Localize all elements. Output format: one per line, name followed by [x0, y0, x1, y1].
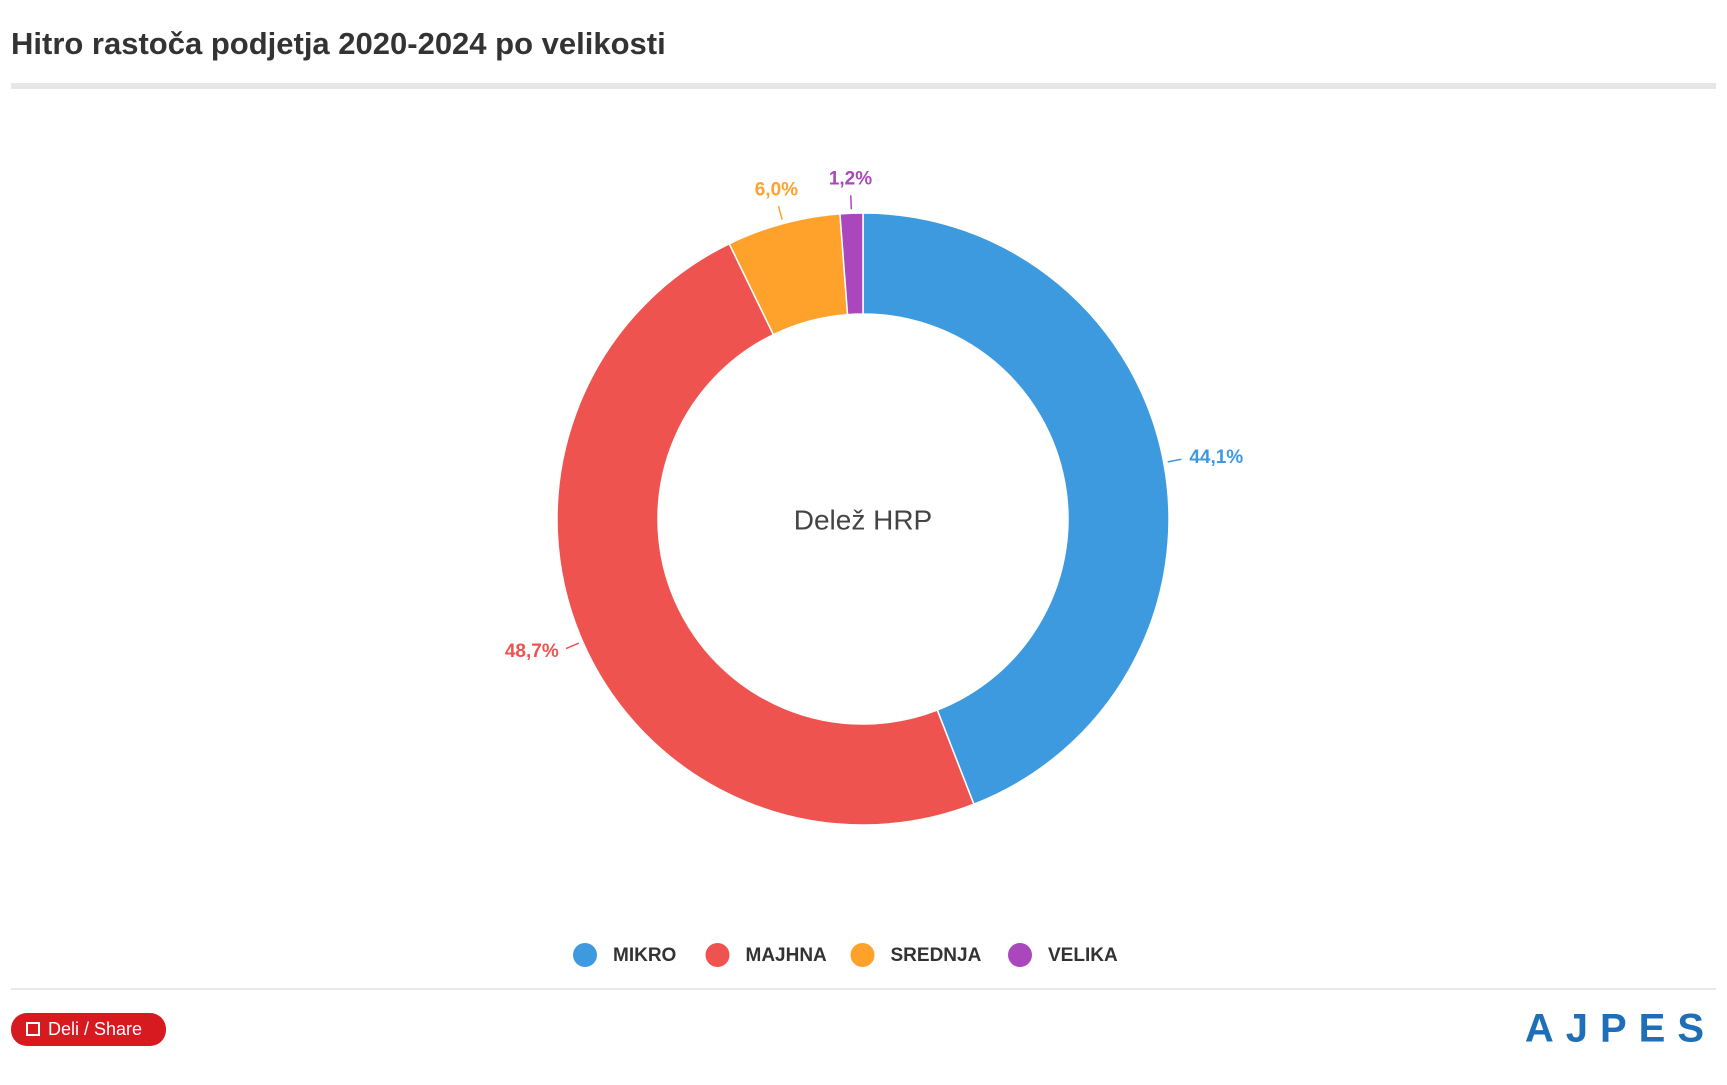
share-button-label[interactable]: Deli / Share: [48, 1019, 142, 1039]
legend: MIKRO MAJHNA SREDNJA VELIKA: [573, 943, 1118, 967]
share-button-bg[interactable]: [11, 1013, 166, 1046]
data-label: 1,2%: [829, 168, 872, 189]
center-label: Delež HRP: [794, 504, 932, 535]
donut-slice: [839, 212, 864, 316]
legend-label[interactable]: VELIKA: [1048, 945, 1118, 966]
leader-line: [850, 195, 853, 210]
title-rule: [11, 83, 1716, 89]
legend-label[interactable]: SREDNJA: [891, 945, 982, 966]
legend-marker[interactable]: [850, 943, 875, 967]
leader-line: [565, 642, 580, 650]
leader-line: [1167, 458, 1182, 463]
legend-label[interactable]: MAJHNA: [746, 945, 828, 966]
donut-slice: [862, 212, 1170, 806]
donut: 44,1% 48,7% 6,0% 1,2%: [505, 168, 1243, 826]
share-icon: [26, 1022, 40, 1036]
leader-line: [777, 206, 783, 220]
logo: AJPES: [1525, 1007, 1716, 1051]
chart-title: Hitro rastoča podjetja 2020-2024 po veli…: [11, 26, 666, 61]
legend-marker[interactable]: [1008, 943, 1032, 967]
legend-marker[interactable]: [705, 943, 730, 967]
legend-marker[interactable]: [573, 943, 597, 967]
donut-slice: [556, 242, 975, 826]
data-label: 6,0%: [755, 180, 798, 201]
share-button[interactable]: Deli / Share: [11, 1013, 166, 1046]
legend-label[interactable]: MIKRO: [613, 945, 676, 966]
data-label: 44,1%: [1189, 447, 1243, 468]
data-label: 48,7%: [505, 641, 559, 662]
